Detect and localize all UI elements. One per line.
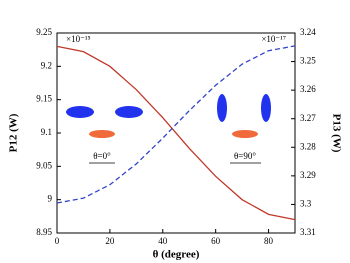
shape-icons: [66, 94, 271, 164]
y-tick-label: 8.95: [36, 227, 52, 237]
y-tick-label: 9.1: [41, 127, 52, 137]
y2-tick-label: 3.27: [300, 113, 316, 123]
y2-tick-label: 3.31: [300, 227, 316, 237]
x-tick-label: 80: [264, 236, 274, 246]
y2-tick-label: 3.26: [300, 84, 316, 94]
y2-tick-label: 3.29: [300, 170, 316, 180]
y-tick-label: 9.15: [36, 94, 52, 104]
annotation: θ=90°: [234, 151, 256, 161]
data-line: [56, 45, 296, 204]
y2-tick-label: 3.28: [300, 141, 316, 151]
x-tick-label: 60: [211, 236, 221, 246]
y2-tick-label: 3.25: [300, 56, 316, 66]
x-tick-label: 40: [158, 236, 168, 246]
annotation: ×10⁻¹⁵: [66, 34, 91, 44]
annotation: ×10⁻¹⁷: [261, 34, 286, 44]
y2-tick-label: 3.3: [300, 198, 312, 208]
y-tick-label: 9: [48, 194, 53, 204]
data-line: [56, 45, 296, 221]
annotation: θ=0°: [93, 151, 111, 161]
y-axis-label: P12 (W): [8, 113, 20, 152]
x-tick-label: 0: [55, 236, 60, 246]
y-tick-label: 9.05: [36, 160, 52, 170]
y-tick-label: 9.2: [41, 60, 52, 70]
y2-tick-label: 3.24: [300, 27, 316, 37]
x-axis-label: θ (degree): [153, 249, 200, 261]
y-tick-label: 9.25: [36, 27, 52, 37]
y2-axis-label: P13 (W): [330, 114, 342, 153]
x-tick-label: 20: [105, 236, 115, 246]
